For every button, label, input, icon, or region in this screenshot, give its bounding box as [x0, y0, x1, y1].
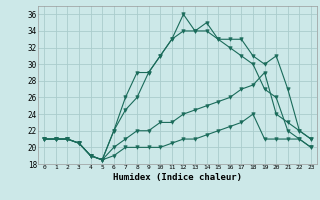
X-axis label: Humidex (Indice chaleur): Humidex (Indice chaleur) [113, 173, 242, 182]
